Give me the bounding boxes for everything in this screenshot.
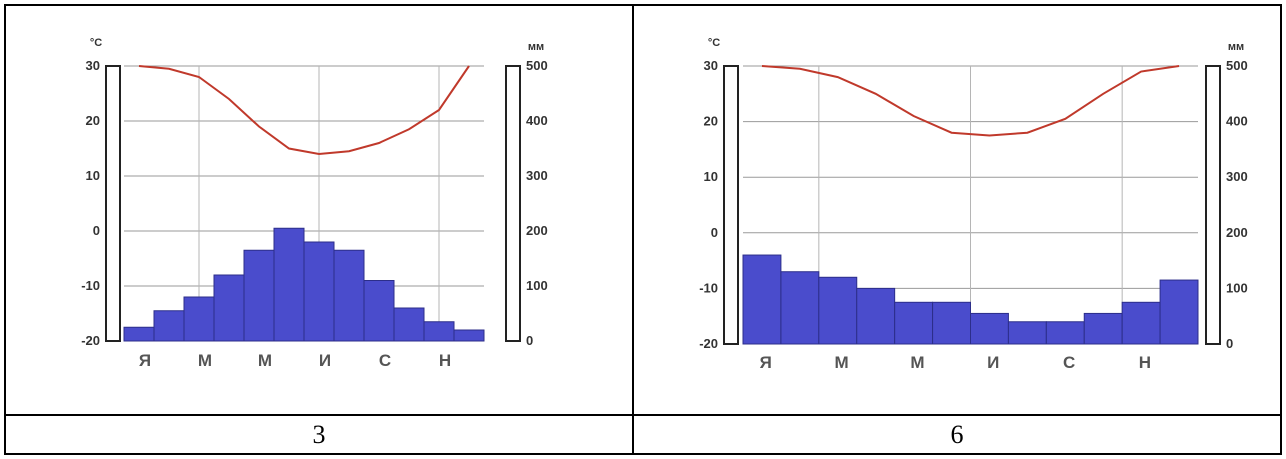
left-axis-bar [105, 65, 121, 342]
month-label: М [258, 351, 272, 370]
month-label: С [379, 351, 391, 370]
month-label: Н [439, 351, 451, 370]
left-tick-label: -20 [699, 336, 718, 351]
precipitation-bar [1045, 321, 1085, 345]
month-label: Н [1139, 353, 1151, 372]
left-tick-label: 0 [711, 225, 718, 240]
month-label: Я [139, 351, 151, 370]
left-tick-label: 30 [704, 58, 718, 73]
right-tick-label: 0 [526, 333, 533, 348]
precipitation-bar [393, 307, 425, 342]
units-left: °C [708, 37, 720, 49]
precipitation-bar [970, 312, 1009, 345]
right-tick-label: 100 [526, 278, 548, 293]
precipitation-bar [303, 241, 335, 342]
left-tick-label: -10 [81, 278, 100, 293]
climate-chart-3: 30 20 10 0 -10 -20 500 400 300 200 100 0 °C мм Я М М И С Н [6, 6, 632, 414]
precipitation-bar [1159, 279, 1199, 345]
right-tick-label: 500 [526, 58, 548, 73]
precipitation-bar [183, 296, 215, 342]
left-tick-label: 20 [86, 113, 100, 128]
cell-divider-horizontal [6, 414, 1280, 416]
left-tick-label: -10 [699, 280, 718, 295]
left-tick-label: 10 [704, 169, 718, 184]
precipitation-bar [894, 301, 934, 345]
units-left: °C [90, 37, 102, 49]
caption-3: 3 [312, 420, 326, 449]
left-tick-label: 0 [93, 223, 100, 238]
precipitation-bar [423, 321, 455, 342]
units-right: мм [1228, 41, 1244, 53]
left-tick-label: 30 [86, 58, 100, 73]
units-right: мм [528, 41, 544, 53]
right-tick-label: 300 [1226, 169, 1248, 184]
left-axis-bar [723, 65, 739, 345]
month-label: Я [760, 353, 772, 372]
right-tick-label: 400 [1226, 114, 1248, 129]
temperature-line [138, 65, 470, 156]
precipitation-bar [932, 301, 972, 345]
precipitation-bar [453, 329, 485, 342]
right-tick-label: 500 [1226, 58, 1248, 73]
cell-divider-vertical [632, 6, 634, 453]
precipitation-bar [363, 280, 395, 342]
precipitation-bar [273, 227, 305, 342]
right-axis-bar [505, 65, 521, 342]
right-tick-label: 200 [526, 223, 548, 238]
precipitation-bar [780, 271, 820, 345]
precipitation-bar [818, 276, 858, 345]
climate-chart-6: 30 20 10 0 -10 -20 500 400 300 200 100 0 °C мм Я М М И С Н [634, 6, 1280, 414]
left-tick-label: 10 [86, 168, 100, 183]
right-tick-label: 0 [1226, 336, 1233, 351]
precipitation-bar [213, 274, 245, 342]
month-label: М [910, 353, 924, 372]
right-tick-label: 100 [1226, 280, 1248, 295]
left-tick-label: -20 [81, 333, 100, 348]
temperature-line [761, 65, 1180, 137]
caption-6: 6 [950, 420, 964, 449]
month-label: М [834, 353, 848, 372]
precipitation-bar [123, 326, 155, 342]
precipitation-bar [153, 310, 185, 342]
month-label: М [198, 351, 212, 370]
month-label: И [319, 351, 331, 370]
precipitation-bar [1121, 301, 1161, 345]
precipitation-bar [243, 249, 275, 342]
right-axis-bar [1205, 65, 1221, 345]
precipitation-bar [742, 254, 782, 345]
precipitation-bar [856, 287, 896, 345]
precipitation-bar [1007, 321, 1047, 345]
right-tick-label: 200 [1226, 225, 1248, 240]
right-tick-label: 300 [526, 168, 548, 183]
left-tick-label: 20 [704, 114, 718, 129]
precipitation-bar [333, 249, 365, 342]
precipitation-bar [1083, 312, 1123, 345]
month-label: С [1063, 353, 1075, 372]
month-label: И [987, 353, 999, 372]
right-tick-label: 400 [526, 113, 548, 128]
figure-table: 30 20 10 0 -10 -20 500 400 300 200 100 0 °C мм Я М М И С Н … [4, 4, 1282, 455]
